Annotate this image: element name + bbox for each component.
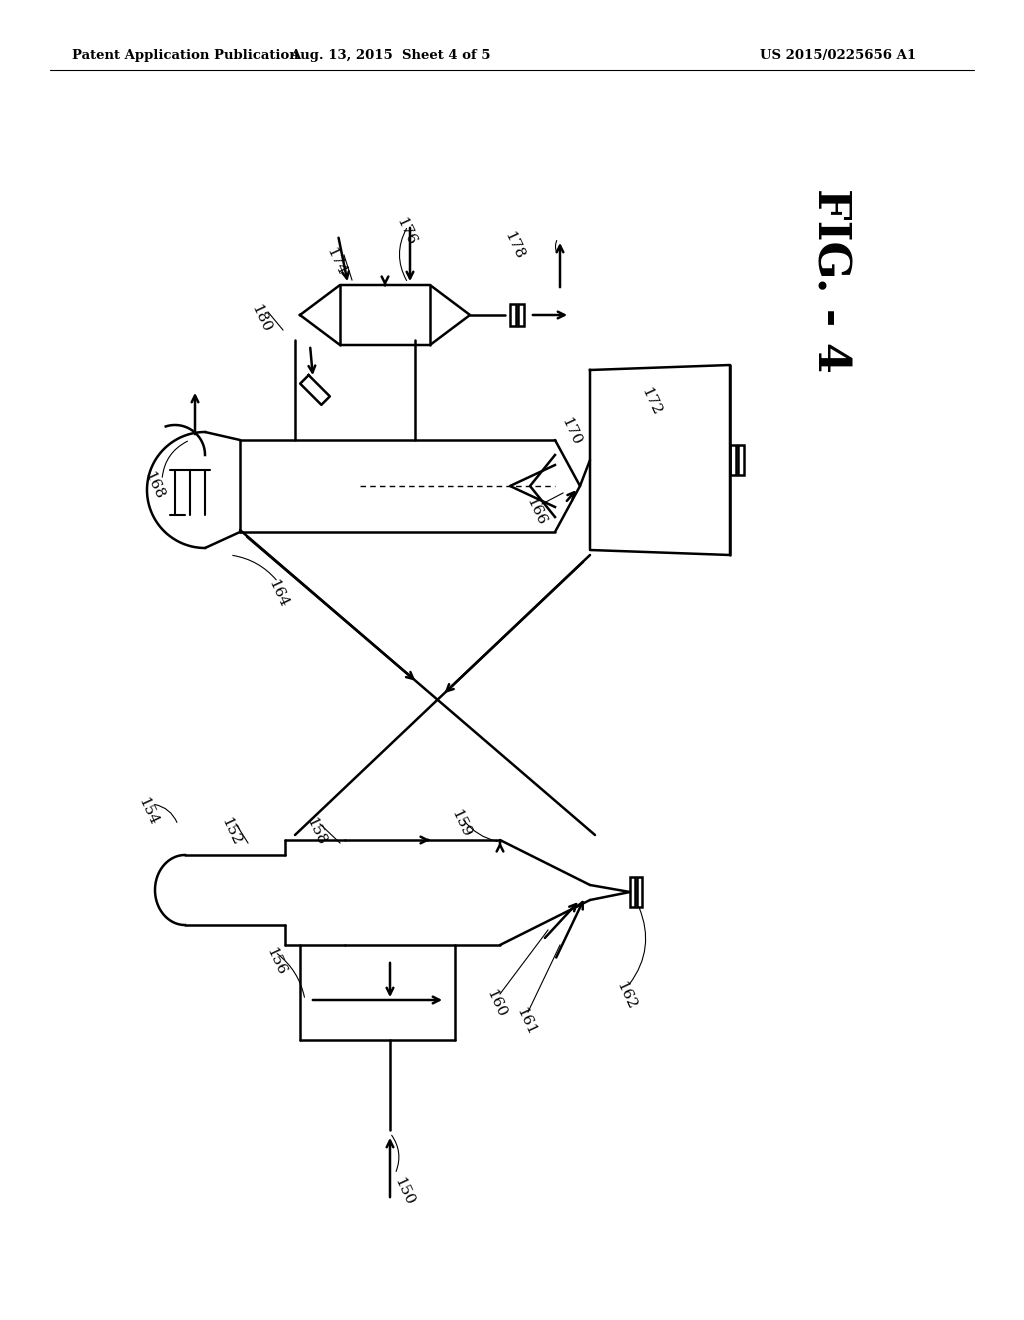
- Text: 180: 180: [249, 302, 273, 334]
- Text: FIG. - 4: FIG. - 4: [809, 187, 852, 372]
- Text: 174: 174: [324, 246, 348, 277]
- Text: 158: 158: [304, 814, 329, 847]
- Text: 156: 156: [263, 945, 289, 977]
- Text: 168: 168: [141, 469, 167, 502]
- Bar: [730, 445, 736, 475]
- Text: 164: 164: [265, 577, 291, 610]
- Text: 152: 152: [219, 814, 244, 847]
- Bar: [630, 876, 635, 907]
- Text: 150: 150: [391, 1175, 417, 1208]
- Text: 172: 172: [639, 385, 664, 417]
- Text: 166: 166: [523, 495, 549, 528]
- Bar: [518, 304, 524, 326]
- Text: 178: 178: [502, 230, 526, 261]
- Text: US 2015/0225656 A1: US 2015/0225656 A1: [760, 49, 916, 62]
- Text: 162: 162: [613, 979, 639, 1011]
- Bar: [637, 876, 642, 907]
- Text: 159: 159: [449, 807, 474, 840]
- Text: 160: 160: [483, 987, 509, 1019]
- Text: 170: 170: [559, 414, 584, 447]
- Bar: [510, 304, 516, 326]
- Text: 154: 154: [135, 795, 161, 828]
- Text: Aug. 13, 2015  Sheet 4 of 5: Aug. 13, 2015 Sheet 4 of 5: [290, 49, 490, 62]
- Bar: [738, 445, 744, 475]
- Text: 176: 176: [393, 215, 419, 247]
- Text: Patent Application Publication: Patent Application Publication: [72, 49, 299, 62]
- Text: 161: 161: [514, 1005, 539, 1038]
